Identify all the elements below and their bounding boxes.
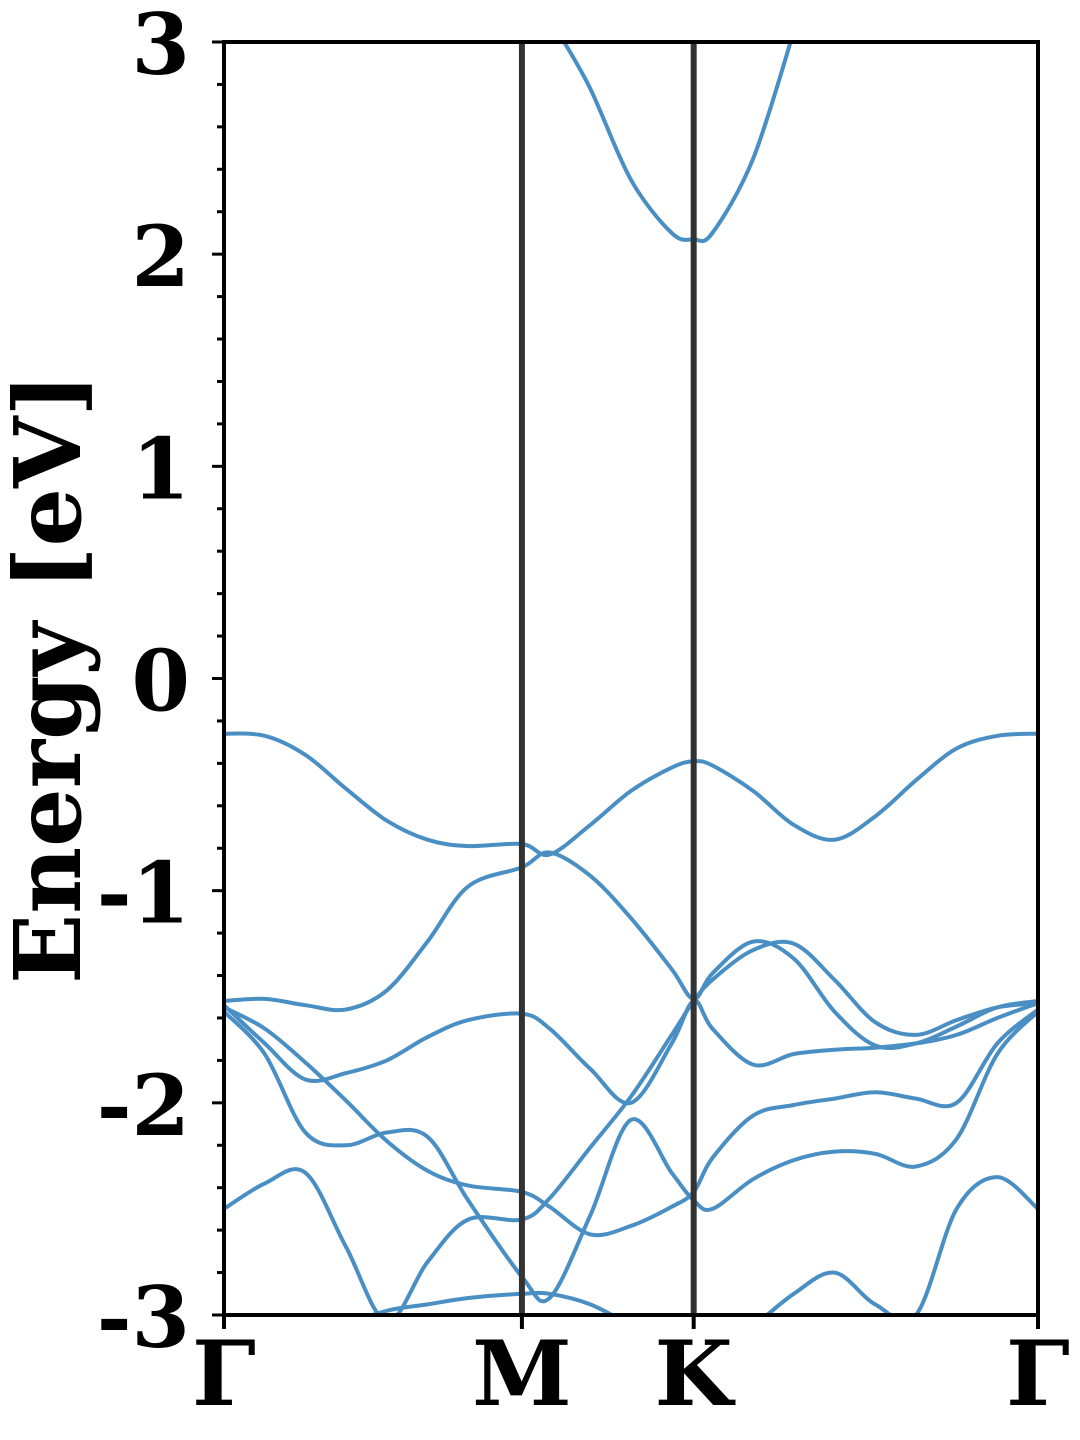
y-ticks: 3 2 1 0 -1 -2 -3 (97, 0, 224, 1367)
band-lines (224, 42, 1038, 1315)
band-line-4 (224, 1005, 1038, 1238)
band-line-8 (561, 42, 793, 244)
axes-frame (222, 40, 1040, 1317)
high-symmetry-lines (518, 42, 697, 1315)
plot-frame (222, 40, 1040, 1317)
band-line-3 (224, 998, 1038, 1106)
y-tick-label: -1 (97, 844, 190, 943)
y-tick-label: -3 (97, 1268, 190, 1367)
x-tick-label-M: M (472, 1321, 572, 1427)
x-tick-label-K: K (655, 1321, 736, 1427)
band-line-7 (366, 1175, 1038, 1315)
y-tick-label: 3 (132, 0, 190, 94)
y-axis-label: Energy [eV] (0, 373, 102, 984)
x-tick-label-Γ: Γ (192, 1321, 256, 1427)
y-tick-label: 2 (132, 207, 190, 306)
y-tick-label: -2 (97, 1056, 190, 1155)
band-line-2 (224, 850, 1038, 1051)
band-line-5 (224, 1010, 1038, 1304)
y-tick-label: 1 (132, 419, 190, 518)
band-line-6 (224, 939, 1038, 1315)
y-tick-label: 0 (132, 632, 190, 731)
x-tick-label-Γ: Γ (1006, 1321, 1070, 1427)
band-line-1 (224, 731, 1038, 858)
